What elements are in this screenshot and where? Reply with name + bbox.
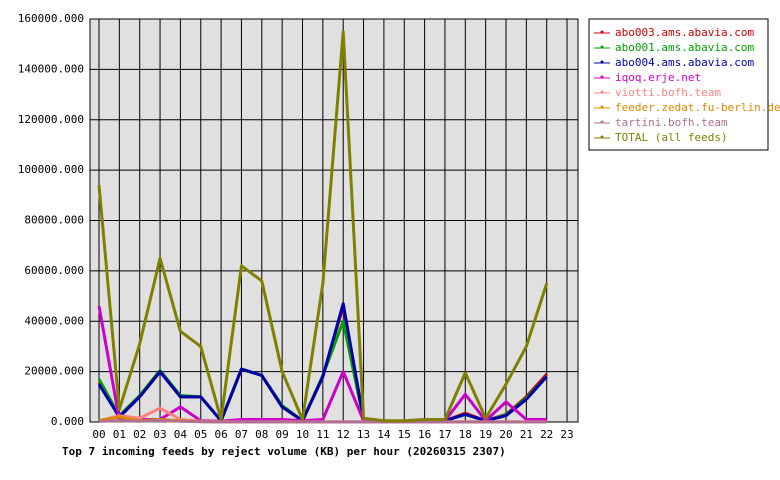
legend-label: feeder.zedat.fu-berlin.de (615, 101, 780, 114)
x-tick-label: 22 (540, 428, 553, 441)
legend-marker (600, 105, 604, 109)
x-tick-label: 14 (377, 428, 391, 441)
x-tick-label: 05 (194, 428, 207, 441)
legend-marker (600, 75, 604, 79)
legend-label: TOTAL (all feeds) (615, 131, 728, 144)
x-tick-label: 15 (398, 428, 411, 441)
x-tick-label: 23 (560, 428, 573, 441)
legend-marker (600, 60, 604, 64)
series-line (97, 302, 548, 423)
legend-label: iqoq.erje.net (615, 71, 701, 84)
x-tick-label: 07 (235, 428, 248, 441)
legend-label: abo003.ams.abavia.com (615, 26, 754, 39)
legend-marker (600, 120, 604, 124)
x-tick-label: 06 (214, 428, 227, 441)
x-tick-label: 09 (276, 428, 289, 441)
x-tick-label: 16 (418, 428, 431, 441)
legend-marker (600, 30, 604, 34)
x-tick-label: 21 (520, 428, 533, 441)
x-tick-label: 03 (153, 428, 166, 441)
legend-label: abo001.ams.abavia.com (615, 41, 754, 54)
series-line (97, 305, 547, 423)
x-tick-label: 19 (479, 428, 492, 441)
x-tick-label: 13 (357, 428, 370, 441)
y-tick-label: 20000.000 (24, 365, 84, 378)
x-tick-label: 04 (174, 428, 188, 441)
y-tick-label: 0.000 (51, 415, 84, 428)
legend-label: viotti.bofh.team (615, 86, 721, 99)
x-tick-label: 01 (113, 428, 126, 441)
legend-box (588, 18, 769, 151)
x-tick-label: 17 (438, 428, 451, 441)
y-tick-label: 60000.000 (24, 264, 84, 277)
legend-marker (600, 45, 604, 49)
y-tick-label: 140000.000 (18, 62, 84, 75)
y-tick-label: 120000.000 (18, 113, 84, 126)
y-tick-label: 40000.000 (24, 314, 84, 327)
y-tick-label: 160000.000 (18, 12, 84, 25)
x-tick-label: 08 (255, 428, 268, 441)
chart-title: Top 7 incoming feeds by reject volume (K… (62, 445, 506, 458)
series-line (97, 30, 549, 423)
legend-label: abo004.ams.abavia.com (615, 56, 754, 69)
x-tick-label: 18 (459, 428, 472, 441)
x-tick-label: 11 (316, 428, 329, 441)
series-line (98, 419, 547, 424)
y-tick-label: 100000.000 (18, 163, 84, 176)
legend-marker (600, 90, 604, 94)
y-tick-label: 80000.000 (24, 214, 84, 227)
legend-marker (600, 135, 604, 139)
legend-label: tartini.bofh.team (615, 116, 728, 129)
x-tick-label: 20 (499, 428, 512, 441)
x-tick-label: 02 (133, 428, 146, 441)
x-tick-label: 12 (337, 428, 350, 441)
x-tick-label: 10 (296, 428, 309, 441)
x-tick-label: 00 (92, 428, 105, 441)
